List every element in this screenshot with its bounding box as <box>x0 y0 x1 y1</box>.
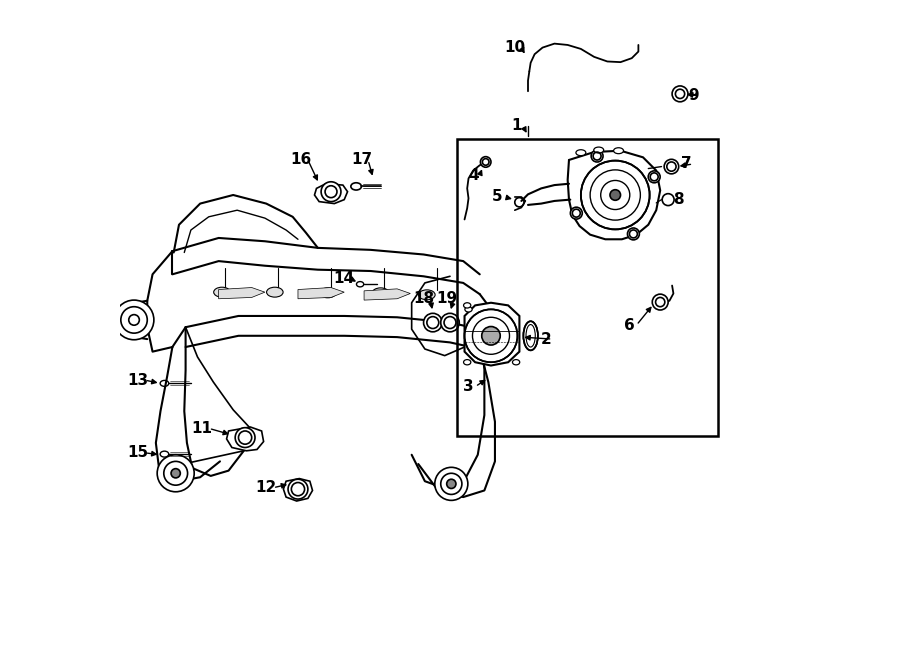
Circle shape <box>464 309 518 362</box>
Ellipse shape <box>266 287 284 297</box>
Circle shape <box>580 161 650 229</box>
Bar <box>456 139 717 436</box>
Polygon shape <box>227 427 264 451</box>
Polygon shape <box>364 289 410 300</box>
Ellipse shape <box>465 307 472 312</box>
Circle shape <box>672 86 688 102</box>
Circle shape <box>482 327 500 345</box>
Text: 11: 11 <box>192 421 212 436</box>
Circle shape <box>664 159 679 174</box>
Circle shape <box>446 479 456 488</box>
Ellipse shape <box>373 288 389 297</box>
Circle shape <box>114 300 154 340</box>
Text: 18: 18 <box>413 292 434 306</box>
Circle shape <box>627 228 639 240</box>
Circle shape <box>662 194 674 206</box>
Text: 14: 14 <box>334 272 355 286</box>
Circle shape <box>441 313 459 332</box>
Ellipse shape <box>594 147 604 153</box>
Text: 1: 1 <box>511 118 521 133</box>
Polygon shape <box>314 184 347 204</box>
Text: 9: 9 <box>688 89 698 103</box>
Text: 12: 12 <box>256 481 277 495</box>
Circle shape <box>235 428 255 447</box>
Polygon shape <box>284 479 312 501</box>
Ellipse shape <box>213 287 230 297</box>
Circle shape <box>571 207 582 219</box>
Text: 4: 4 <box>468 168 479 182</box>
Ellipse shape <box>512 360 519 365</box>
Text: 3: 3 <box>464 379 473 394</box>
Polygon shape <box>298 288 344 299</box>
Circle shape <box>171 469 180 478</box>
Ellipse shape <box>576 149 586 156</box>
Ellipse shape <box>418 290 435 299</box>
Text: 5: 5 <box>492 190 503 204</box>
Ellipse shape <box>524 321 538 350</box>
Ellipse shape <box>320 288 336 297</box>
Polygon shape <box>568 151 661 239</box>
Circle shape <box>481 157 491 167</box>
Ellipse shape <box>464 303 471 308</box>
Text: 7: 7 <box>681 157 692 171</box>
Text: 16: 16 <box>291 153 312 167</box>
Circle shape <box>435 467 468 500</box>
Text: 19: 19 <box>436 292 458 306</box>
Circle shape <box>321 182 341 202</box>
Circle shape <box>610 190 620 200</box>
Text: 6: 6 <box>625 318 635 332</box>
Circle shape <box>652 294 668 310</box>
Text: 15: 15 <box>128 446 148 460</box>
Ellipse shape <box>614 147 624 153</box>
Circle shape <box>648 171 660 183</box>
Circle shape <box>158 455 194 492</box>
Text: 17: 17 <box>351 153 372 167</box>
Polygon shape <box>464 303 519 366</box>
Polygon shape <box>219 288 265 299</box>
Text: 8: 8 <box>672 192 683 207</box>
Text: 10: 10 <box>504 40 526 55</box>
Circle shape <box>288 479 308 499</box>
Ellipse shape <box>464 360 471 365</box>
Circle shape <box>424 313 442 332</box>
Circle shape <box>591 150 603 162</box>
Text: 2: 2 <box>541 332 551 346</box>
Text: 13: 13 <box>128 373 148 387</box>
